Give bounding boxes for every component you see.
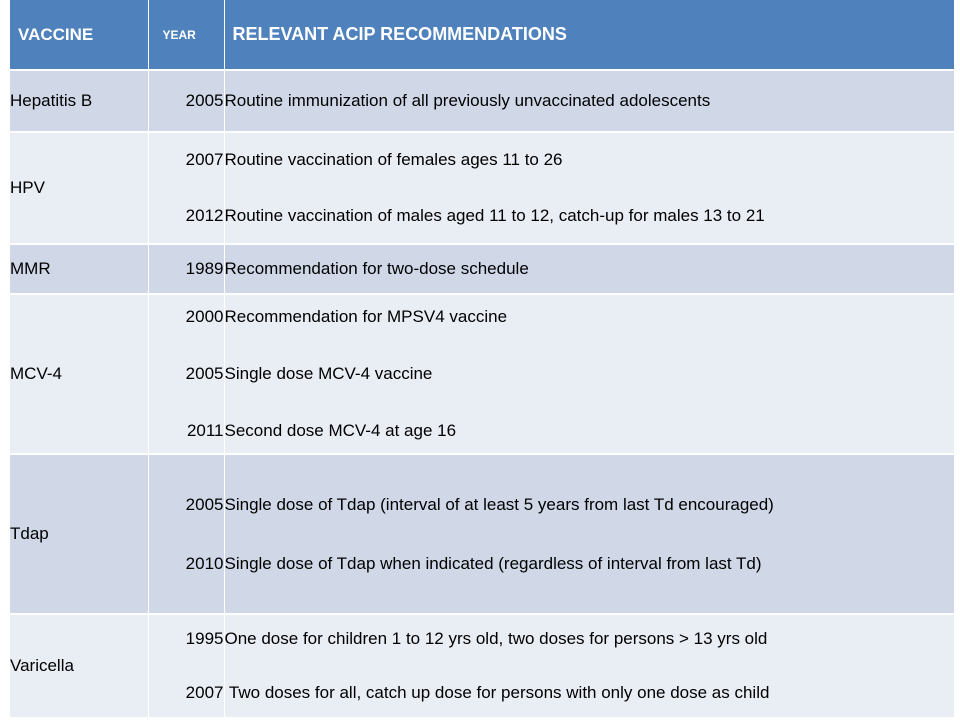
year-value: 1995 xyxy=(185,629,224,648)
recommendation-text: Routine immunization of all previously u… xyxy=(224,91,711,110)
year-value: 2010 xyxy=(185,553,224,573)
recommendation-cell: Routine immunization of all previously u… xyxy=(223,70,954,133)
year-value: 2005 xyxy=(185,91,224,110)
vaccine-cell: MMR xyxy=(10,244,148,295)
vaccine-cell: Varicella xyxy=(10,614,148,719)
header-year: YEAR xyxy=(147,0,224,71)
recommendation-text: Recommendation for MPSV4 vaccine xyxy=(224,307,508,326)
year-value: 2000 xyxy=(185,307,224,326)
year-value: 2012 xyxy=(185,206,224,225)
recommendation-text: Routine vaccination of males aged 11 to … xyxy=(224,206,765,225)
recommendation-text: Recommendation for two-dose schedule xyxy=(224,259,529,278)
year-value: 2005 xyxy=(185,364,224,383)
year-cell: 2000 2005 2011 xyxy=(147,294,224,455)
recommendation-text: Second dose MCV-4 at age 16 xyxy=(224,421,457,440)
year-value: 2007 xyxy=(185,683,224,702)
year-value: 1989 xyxy=(185,259,224,278)
table-row-tdap: Tdap 2005 2010 Single dose of Tdap (inte… xyxy=(10,454,954,615)
recommendation-text: Two doses for all, catch up dose for per… xyxy=(224,683,770,702)
recommendation-cell: Single dose of Tdap (interval of at leas… xyxy=(223,454,954,615)
recommendation-text: Single dose of Tdap (interval of at leas… xyxy=(224,494,774,514)
vaccine-cell: Tdap xyxy=(10,454,148,615)
recommendation-text: Routine vaccination of females ages 11 t… xyxy=(224,150,563,169)
recommendation-cell: Routine vaccination of females ages 11 t… xyxy=(223,132,954,245)
year-value: 2007 xyxy=(185,150,224,169)
recommendation-text: Single dose MCV-4 vaccine xyxy=(224,364,433,383)
table-row-hpv: HPV 2007 2012 Routine vaccination of fem… xyxy=(10,132,954,245)
recommendation-cell: Recommendation for two-dose schedule xyxy=(223,244,954,295)
vaccine-cell: HPV xyxy=(10,132,148,245)
table-row-mcv-4: MCV-4 2000 2005 2011 Recommendation for … xyxy=(10,294,954,455)
table-row-hepatitis-b: Hepatitis B 2005 Routine immunization of… xyxy=(10,70,954,133)
header-vaccine: VACCINE xyxy=(10,0,148,71)
year-cell: 1989 xyxy=(147,244,224,295)
recommendation-cell: One dose for children 1 to 12 yrs old, t… xyxy=(223,614,954,719)
acip-recommendations-table: VACCINE YEAR RELEVANT ACIP RECOMMENDATIO… xyxy=(10,0,954,719)
recommendation-cell: Recommendation for MPSV4 vaccine Single … xyxy=(223,294,954,455)
year-value: 2011 xyxy=(186,421,224,440)
header-recommendations: RELEVANT ACIP RECOMMENDATIONS xyxy=(223,0,954,71)
table-header-row: VACCINE YEAR RELEVANT ACIP RECOMMENDATIO… xyxy=(10,0,954,71)
table-row-varicella: Varicella 1995 2007 One dose for childre… xyxy=(10,614,954,719)
year-cell: 2005 2010 xyxy=(147,454,224,615)
recommendation-text: Single dose of Tdap when indicated (rega… xyxy=(224,553,762,573)
year-cell: 1995 2007 xyxy=(147,614,224,719)
year-value: 2005 xyxy=(185,494,224,514)
table-row-mmr: MMR 1989 Recommendation for two-dose sch… xyxy=(10,244,954,295)
vaccine-cell: Hepatitis B xyxy=(10,70,148,133)
year-cell: 2005 xyxy=(147,70,224,133)
year-cell: 2007 2012 xyxy=(147,132,224,245)
recommendation-text: One dose for children 1 to 12 yrs old, t… xyxy=(224,629,768,648)
vaccine-cell: MCV-4 xyxy=(10,294,148,455)
